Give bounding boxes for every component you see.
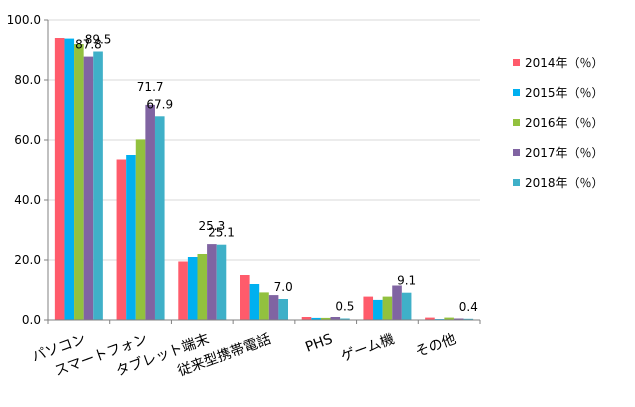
bar bbox=[320, 317, 331, 320]
bar bbox=[278, 299, 288, 320]
legend: 2014年（％） 2015年（％） 2016年（％） 2017年（％） 2018年（％） bbox=[513, 56, 604, 190]
y-tick-label: 80.0 bbox=[14, 73, 41, 87]
bar bbox=[154, 116, 165, 320]
bar bbox=[216, 244, 227, 320]
bar bbox=[240, 275, 250, 320]
bar bbox=[401, 292, 412, 320]
bar bbox=[145, 104, 155, 321]
bar bbox=[178, 261, 188, 320]
bar bbox=[444, 317, 454, 320]
bars bbox=[54, 38, 474, 321]
bar bbox=[54, 38, 65, 320]
data-label: 71.7 bbox=[137, 80, 164, 94]
y-tick-label: 60.0 bbox=[14, 133, 41, 147]
category-label: その他 bbox=[413, 331, 458, 360]
bar bbox=[207, 244, 217, 320]
data-label: 87.8 bbox=[75, 38, 102, 52]
y-tick-label: 0.0 bbox=[22, 313, 41, 327]
bar bbox=[64, 38, 75, 320]
bar bbox=[363, 296, 374, 320]
data-label: 7.0 bbox=[274, 280, 293, 294]
bar bbox=[301, 317, 312, 320]
bar bbox=[135, 139, 146, 320]
bar bbox=[249, 284, 260, 320]
bar bbox=[311, 317, 321, 320]
bar bbox=[126, 155, 136, 320]
legend-label: 2017年（％） bbox=[525, 146, 604, 160]
axes bbox=[44, 19, 481, 324]
legend-swatch bbox=[513, 119, 520, 126]
y-tick-label: 40.0 bbox=[14, 193, 41, 207]
bar bbox=[382, 296, 393, 320]
bar bbox=[268, 295, 279, 320]
legend-swatch bbox=[513, 149, 520, 156]
data-label: 25.3 bbox=[199, 219, 226, 233]
bar bbox=[392, 285, 402, 320]
bar bbox=[373, 299, 383, 320]
category-label: PHS bbox=[303, 331, 335, 356]
data-label: 25.1 bbox=[208, 226, 235, 240]
bar bbox=[116, 159, 127, 320]
legend-label: 2018年（％） bbox=[525, 176, 604, 190]
bar bbox=[83, 56, 94, 320]
legend-label: 2015年（％） bbox=[525, 86, 604, 100]
data-label: 89.5 bbox=[85, 33, 112, 47]
bar bbox=[425, 317, 435, 320]
bar bbox=[453, 318, 464, 320]
gridlines bbox=[48, 19, 480, 261]
bar bbox=[197, 254, 208, 320]
legend-label: 2016年（％） bbox=[525, 116, 604, 130]
data-label: 9.1 bbox=[397, 274, 416, 288]
legend-swatch bbox=[513, 59, 520, 66]
category-label: ゲーム機 bbox=[339, 331, 397, 365]
data-label: 0.4 bbox=[459, 300, 478, 314]
y-tick-label: 20.0 bbox=[14, 253, 41, 267]
data-labels: 87.889.5 71.7 67.9 25.325.1 7.0 0.5 9.1 0.4 bbox=[75, 33, 478, 314]
y-tick-label: 100.0 bbox=[7, 13, 41, 27]
bar bbox=[340, 318, 350, 320]
legend-swatch bbox=[513, 179, 520, 186]
bar bbox=[74, 44, 84, 320]
bar bbox=[463, 318, 474, 320]
bar bbox=[330, 317, 341, 320]
bar bbox=[259, 292, 269, 320]
bar bbox=[93, 51, 103, 320]
data-label: 0.5 bbox=[335, 300, 354, 314]
data-label: 67.9 bbox=[146, 97, 173, 111]
y-axis-ticks: 0.0 20.0 40.0 60.0 80.0 100.0 bbox=[7, 13, 41, 327]
legend-label: 2014年（％） bbox=[525, 56, 604, 70]
bar bbox=[187, 257, 198, 320]
legend-swatch bbox=[513, 89, 520, 96]
